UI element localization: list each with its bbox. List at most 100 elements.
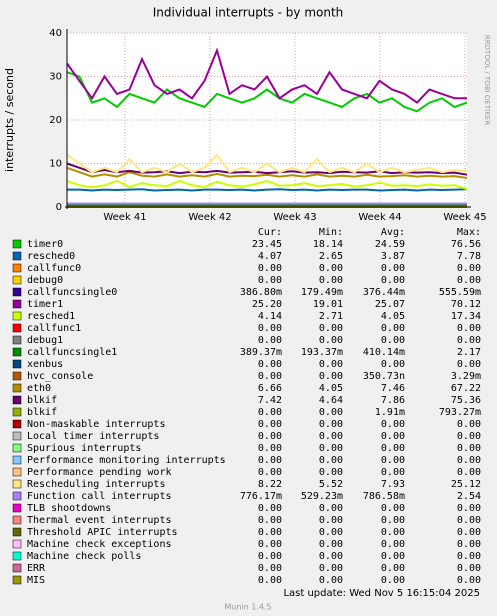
legend-swatch: [12, 419, 22, 429]
series-line: [66, 71, 468, 113]
legend-swatch: [12, 371, 22, 381]
legend-stat: 0.00: [457, 503, 481, 514]
legend-stat: 0.00: [319, 419, 343, 430]
legend-stat: 2.17: [457, 347, 481, 358]
legend-stat: 376.44m: [363, 287, 405, 298]
legend-swatch: [12, 467, 22, 477]
legend-stat: 0.00: [319, 371, 343, 382]
legend-stat: 3.87: [381, 251, 405, 262]
legend-stat: 0.00: [381, 551, 405, 562]
legend-stat: 0.00: [381, 527, 405, 538]
legend-label: Function call interrupts: [27, 491, 172, 502]
legend-stat: 7.86: [381, 395, 405, 406]
legend-stat: 0.00: [457, 323, 481, 334]
legend-stat: 2.54: [457, 491, 481, 502]
legend-label: eth0: [27, 383, 51, 394]
legend-stat: 8.22: [258, 479, 282, 490]
legend-stat: 0.00: [258, 371, 282, 382]
legend-label: Spurious interrupts: [27, 443, 141, 454]
legend-stat: 0.00: [319, 323, 343, 334]
legend-stat: 0.00: [258, 335, 282, 346]
legend-swatch: [12, 239, 22, 249]
legend-stat: 350.73n: [363, 371, 405, 382]
legend-stat: 0.00: [258, 455, 282, 466]
chart-title: Individual interrupts - by month: [153, 6, 344, 20]
legend-stat: 7.78: [457, 251, 481, 262]
legend-stat: 19.01: [313, 299, 343, 310]
legend-stat: 0.00: [457, 527, 481, 538]
legend-stat: 0.00: [319, 551, 343, 562]
legend-label: Performance pending work: [27, 467, 172, 478]
legend-label: callfunc1: [27, 323, 81, 334]
legend-stat: 0.00: [381, 563, 405, 574]
legend-label: resched1: [27, 311, 75, 322]
legend-stat: 4.05: [381, 311, 405, 322]
legend-swatch: [12, 383, 22, 393]
legend-label: timer1: [27, 299, 63, 310]
legend-label: debug1: [27, 335, 63, 346]
legend-stat: 0.00: [319, 563, 343, 574]
legend-swatch: [12, 251, 22, 261]
legend-header: Max:: [457, 227, 481, 238]
legend-swatch: [12, 455, 22, 465]
legend-swatch: [12, 335, 22, 345]
series-line: [66, 162, 468, 176]
legend-label: Performance monitoring interrupts: [27, 455, 226, 466]
legend-stat: 0.00: [319, 515, 343, 526]
legend-swatch: [12, 347, 22, 357]
legend-stat: 193.37m: [301, 347, 343, 358]
legend-stat: 0.00: [258, 563, 282, 574]
legend-swatch: [12, 551, 22, 561]
legend-swatch: [12, 275, 22, 285]
legend-stat: 3.29m: [451, 371, 481, 382]
series-line: [66, 179, 468, 190]
legend-stat: 0.00: [258, 275, 282, 286]
x-tick-label: Week 44: [358, 212, 401, 223]
legend-label: resched0: [27, 251, 75, 262]
legend-swatch: [12, 395, 22, 405]
legend-label: Thermal event interrupts: [27, 515, 172, 526]
legend-stat: 7.93: [381, 479, 405, 490]
legend-header: Cur:: [258, 227, 282, 238]
legend-header: Avg:: [381, 227, 405, 238]
legend-stat: 4.07: [258, 251, 282, 262]
legend-stat: 0.00: [319, 527, 343, 538]
series-line: [67, 188, 468, 192]
footer: Munin 1.4.5: [224, 603, 271, 612]
legend-stat: 23.45: [252, 239, 282, 250]
legend-stat: 0.00: [258, 515, 282, 526]
y-tick-label: 30: [49, 72, 62, 83]
legend-label: blkif: [27, 407, 57, 418]
series-line: [66, 153, 468, 174]
legend-label: callfunc0: [27, 263, 81, 274]
legend-swatch: [12, 539, 22, 549]
legend-stat: 0.00: [457, 539, 481, 550]
legend-stat: 17.34: [451, 311, 481, 322]
x-tick-label: Week 43: [273, 212, 316, 223]
legend-label: xenbus: [27, 359, 63, 370]
legend-swatch: [12, 479, 22, 489]
legend-stat: 529.23m: [301, 491, 343, 502]
legend-swatch: [12, 407, 22, 417]
y-tick-label: 10: [49, 159, 62, 170]
legend-stat: 793.27m: [439, 407, 481, 418]
legend-label: Local timer interrupts: [27, 431, 159, 442]
legend-swatch: [12, 515, 22, 525]
legend-stat: 410.14m: [363, 347, 405, 358]
legend-stat: 0.00: [381, 539, 405, 550]
legend-stat: 0.00: [457, 431, 481, 442]
legend-stat: 4.14: [258, 311, 282, 322]
legend-stat: 555.59m: [439, 287, 481, 298]
series-line: [66, 166, 468, 179]
legend-label: hvc_console: [27, 371, 93, 382]
legend-label: Machine check polls: [27, 551, 141, 562]
legend-stat: 0.00: [319, 539, 343, 550]
legend-stat: 0.00: [457, 551, 481, 562]
legend-stat: 0.00: [381, 443, 405, 454]
legend-label: TLB shootdowns: [27, 503, 111, 514]
legend-stat: 4.64: [319, 395, 343, 406]
y-tick-label: 40: [49, 28, 62, 39]
legend-stat: 0.00: [319, 431, 343, 442]
legend-stat: 0.00: [319, 467, 343, 478]
